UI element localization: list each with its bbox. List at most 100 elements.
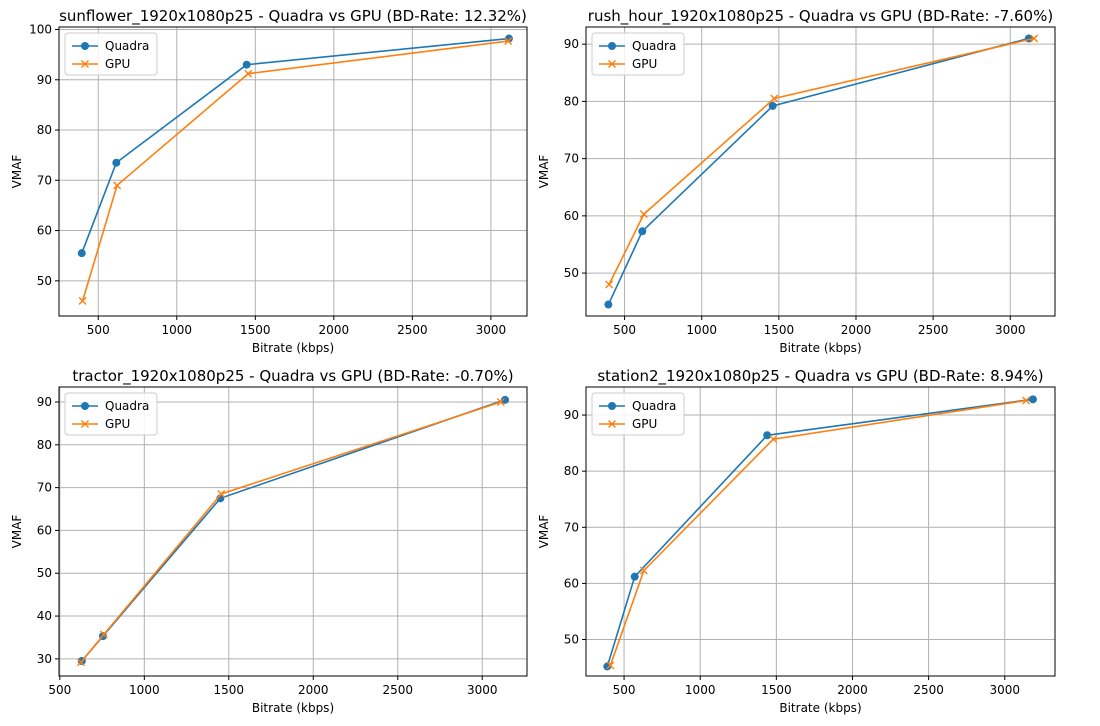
- data-point-gpu: [1022, 396, 1031, 405]
- y-axis-label: VMAF: [10, 155, 24, 189]
- x-tick-label: 1500: [214, 683, 245, 697]
- data-point-gpu: [496, 397, 505, 406]
- y-axis-label: VMAF: [10, 515, 24, 549]
- series-quadra: [77, 34, 513, 258]
- series-gpu: [76, 397, 505, 667]
- series-quadra: [603, 395, 1037, 671]
- legend-label: GPU: [632, 417, 657, 431]
- x-axis-label: Bitrate (kbps): [252, 701, 334, 715]
- data-point-quadra: [112, 158, 121, 167]
- data-point-gpu: [78, 296, 87, 305]
- data-point-quadra: [77, 249, 86, 258]
- series-gpu: [605, 34, 1039, 289]
- y-tick-label: 60: [37, 523, 52, 537]
- x-tick-label: 1000: [686, 323, 717, 337]
- chart-panel-sunflower: 500 1000 1500 2000 2500 3000 50 60 70 80 90 100 sunf…: [0, 0, 550, 363]
- x-tick-label: 2500: [382, 683, 413, 697]
- data-point-quadra: [630, 572, 639, 581]
- data-point-gpu: [1030, 34, 1039, 43]
- data-point-gpu: [606, 661, 615, 670]
- data-point-gpu: [244, 69, 253, 78]
- y-tick-label: 70: [564, 152, 579, 166]
- data-point-gpu: [76, 658, 85, 667]
- y-tick-label: 50: [37, 566, 52, 580]
- x-axis-label: Bitrate (kbps): [252, 341, 334, 355]
- legend: Quadra GPU: [64, 392, 158, 436]
- data-point-quadra: [1028, 395, 1037, 404]
- legend-label: Quadra: [632, 39, 676, 53]
- x-tick-label: 3000: [989, 683, 1020, 697]
- chart-panel-rush-hour: 500 1000 1500 2000 2500 3000 50 60 70 80 90 rush_ho…: [537, 0, 1100, 363]
- data-point-gpu: [113, 181, 122, 190]
- legend: Quadra GPU: [64, 32, 158, 76]
- x-tick-label: 1000: [162, 323, 193, 337]
- y-tick-label: 80: [564, 464, 579, 478]
- legend-item-quadra: Quadra: [599, 39, 676, 53]
- y-tick-label: 50: [564, 266, 579, 280]
- chart-title: rush_hour_1920x1080p25 - Quadra vs GPU (…: [588, 7, 1053, 26]
- x-tick-label: 1500: [240, 323, 271, 337]
- x-axis-label: Bitrate (kbps): [779, 701, 861, 715]
- chart-panel-station2: 500 1000 1500 2000 2500 3000 50 60 70 80 90 station…: [537, 363, 1100, 726]
- plot-frame: [585, 386, 1056, 677]
- data-point-quadra: [501, 395, 510, 404]
- series-line-quadra: [606, 398, 1034, 667]
- x-tick-label: 3000: [467, 683, 498, 697]
- legend-item-gpu: GPU: [72, 57, 130, 71]
- y-tick-label: 100: [29, 23, 52, 37]
- y-tick-label: 70: [37, 481, 52, 495]
- y-tick-label: 70: [37, 173, 52, 187]
- x-tick-label: 500: [613, 323, 636, 337]
- x-tick-label: 1500: [764, 323, 795, 337]
- y-tick-label: 80: [564, 94, 579, 108]
- legend-label: Quadra: [105, 39, 149, 53]
- chart-title: sunflower_1920x1080p25 - Quadra vs GPU (…: [59, 7, 527, 26]
- series-line-gpu: [608, 37, 1035, 285]
- data-point-gpu: [99, 630, 108, 639]
- series-line-gpu: [81, 40, 509, 302]
- y-tick-label: 70: [564, 520, 579, 534]
- y-tick-label: 60: [564, 209, 579, 223]
- x-tick-label: 2500: [397, 323, 428, 337]
- y-tick-label: 90: [37, 73, 52, 87]
- x-tick-label: 3000: [995, 323, 1026, 337]
- legend-label: Quadra: [632, 399, 676, 413]
- legend-item-quadra: Quadra: [72, 39, 149, 53]
- x-tick-label: 3000: [476, 323, 507, 337]
- x-tick-label: 500: [48, 683, 71, 697]
- chart-tractor: 500 1000 1500 2000 2500 3000 30 40 50 60 70 80 90 tra…: [10, 367, 528, 715]
- x-axis-label: Bitrate (kbps): [779, 341, 861, 355]
- data-point-gpu: [217, 490, 226, 499]
- data-point-gpu: [605, 280, 614, 289]
- legend-item-gpu: GPU: [599, 417, 657, 431]
- y-axis-label: VMAF: [537, 155, 551, 189]
- data-point-gpu: [769, 435, 778, 444]
- series-line-gpu: [80, 401, 502, 663]
- legend-item-gpu: GPU: [599, 57, 657, 71]
- data-point-quadra: [768, 101, 777, 110]
- x-tick-label: 2500: [918, 323, 949, 337]
- y-tick-label: 90: [564, 37, 579, 51]
- chart-title: station2_1920x1080p25 - Quadra vs GPU (B…: [597, 367, 1043, 386]
- data-point-quadra: [604, 300, 613, 309]
- x-tick-label: 2000: [841, 323, 872, 337]
- plot-frame: [58, 26, 528, 317]
- data-point-gpu: [639, 210, 648, 219]
- data-point-gpu: [639, 566, 648, 575]
- data-point-quadra: [763, 431, 772, 440]
- legend-label: GPU: [632, 57, 657, 71]
- chart-sunflower: 500 1000 1500 2000 2500 3000 50 60 70 80 90 100 sunf…: [10, 7, 528, 355]
- x-tick-label: 1000: [129, 683, 160, 697]
- legend-label: GPU: [105, 57, 130, 71]
- y-tick-label: 30: [37, 652, 52, 666]
- x-tick-label: 500: [87, 323, 110, 337]
- legend: Quadra GPU: [591, 392, 685, 436]
- y-tick-label: 90: [37, 395, 52, 409]
- gridlines: [59, 27, 527, 316]
- gridlines: [586, 387, 1055, 676]
- x-tick-label: 2000: [298, 683, 329, 697]
- x-tick-label: 2000: [837, 683, 868, 697]
- series-line-quadra: [81, 37, 509, 254]
- series-line-quadra: [607, 37, 1030, 305]
- x-tick-label: 1500: [761, 683, 792, 697]
